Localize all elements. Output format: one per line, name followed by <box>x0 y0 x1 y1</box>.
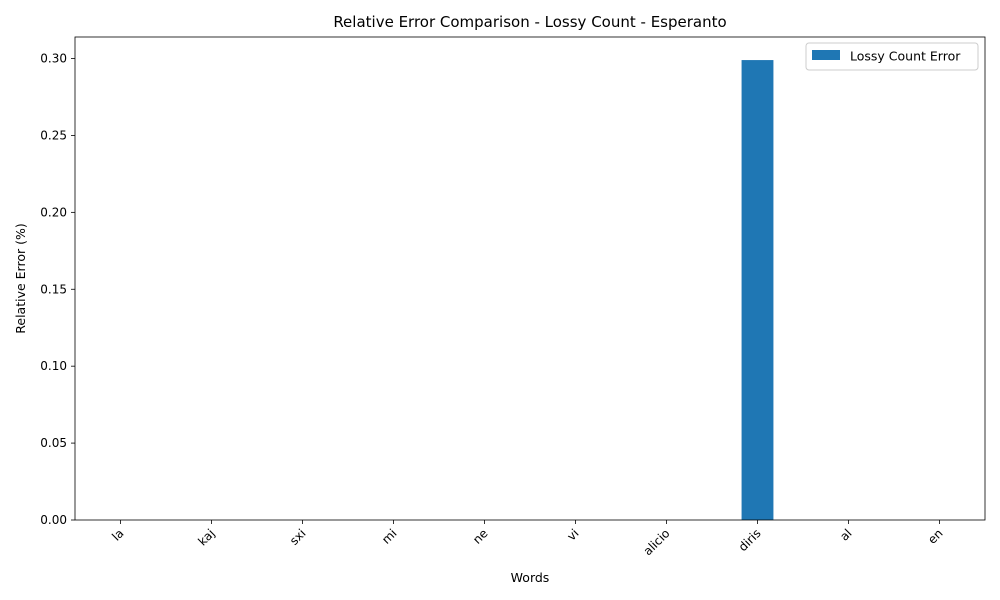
y-axis-label: Relative Error (%) <box>13 223 28 333</box>
x-tick-label: al <box>837 526 854 543</box>
x-tick-label: mi <box>379 526 400 547</box>
x-tick-label: kaj <box>195 526 217 548</box>
x-tick-label: la <box>109 526 126 543</box>
x-tick-label: vi <box>564 526 581 543</box>
y-tick-label: 0.20 <box>40 205 67 219</box>
y-tick-label: 0.05 <box>40 436 67 450</box>
legend-swatch <box>812 50 840 60</box>
x-axis: la kaj sxi mi ne vi alicio diris al en <box>109 520 946 558</box>
x-tick-label: sxi <box>287 526 309 548</box>
bars-group <box>741 60 774 521</box>
y-tick-label: 0.10 <box>40 359 67 373</box>
y-axis: 0.00 0.05 0.10 0.15 0.20 0.25 0.30 <box>40 52 75 527</box>
y-tick-label: 0.30 <box>40 52 67 66</box>
plot-background <box>75 37 985 520</box>
x-tick-label: ne <box>470 526 491 547</box>
legend: Lossy Count Error <box>805 42 979 71</box>
x-tick-label: diris <box>736 526 764 554</box>
y-tick-label: 0.15 <box>40 282 67 296</box>
x-axis-label: Words <box>511 570 550 585</box>
plot-frame <box>74 36 986 521</box>
plot-area <box>74 36 986 521</box>
y-tick-label: 0.00 <box>40 513 67 527</box>
x-tick-label: en <box>925 526 946 547</box>
x-tick-label: alicio <box>641 526 673 558</box>
legend-box <box>805 42 979 71</box>
y-tick-label: 0.25 <box>40 128 67 142</box>
chart-title: Relative Error Comparison - Lossy Count … <box>333 13 726 31</box>
bar-diris <box>741 60 774 521</box>
legend-label: Lossy Count Error <box>850 49 961 64</box>
